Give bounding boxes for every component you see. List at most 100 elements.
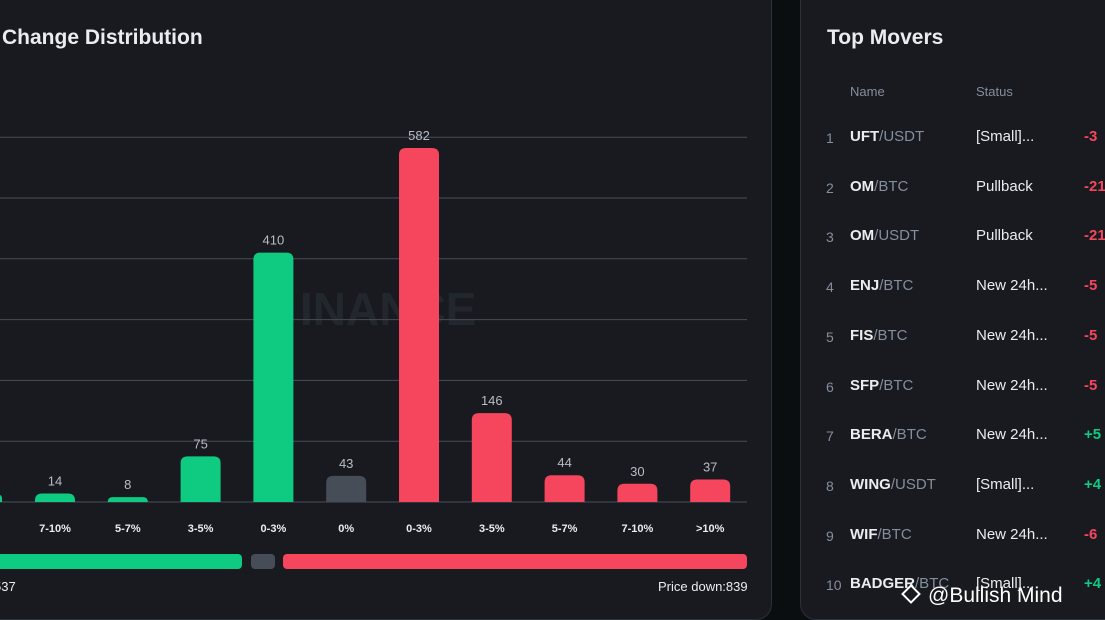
bar-value-label: 582 <box>408 128 430 143</box>
x-tick-label: 0-3% <box>261 523 287 535</box>
mover-change: -6 <box>1084 525 1098 543</box>
chart-bar-down[interactable] <box>399 147 439 502</box>
mover-rank: 9 <box>826 527 834 544</box>
bar-value-label: 30 <box>630 464 644 479</box>
top-mover-row[interactable]: 6 SFP/BTC New 24h... -5 <box>800 377 1105 417</box>
mover-pair[interactable]: ENJ/BTC <box>850 277 913 294</box>
pair-quote: /USDT <box>890 475 936 493</box>
pair-base: FIS <box>850 326 874 344</box>
mover-change: -5 <box>1084 277 1098 295</box>
bar-value-label: 146 <box>481 393 503 408</box>
mover-rank: 10 <box>826 577 842 594</box>
pair-base: OM <box>850 227 875 245</box>
mover-rank: 4 <box>826 279 834 296</box>
mover-rank: 2 <box>826 179 834 196</box>
pair-quote: /BTC <box>879 376 914 394</box>
mover-change: +5 <box>1084 426 1102 444</box>
pair-base: OM <box>850 177 875 195</box>
x-tick-label: 0-3% <box>406 523 432 535</box>
mover-change: -3 <box>1084 128 1098 145</box>
top-mover-row[interactable]: 4 ENJ/BTC New 24h... -5 <box>800 277 1105 317</box>
mover-change: -5 <box>1084 376 1098 394</box>
mover-rank: 8 <box>826 477 834 494</box>
chart-bar-up[interactable] <box>107 497 148 502</box>
x-tick-label: 7-10% <box>622 523 654 535</box>
mover-status: New 24h... <box>976 277 1048 295</box>
mover-rank: 3 <box>826 229 834 246</box>
bar-value-label: 410 <box>263 233 285 248</box>
x-tick-label: 7-10% <box>39 523 71 535</box>
mover-change: +4 <box>1084 575 1102 593</box>
x-tick-label: 0% <box>338 523 354 535</box>
mover-change: +4 <box>1084 475 1102 493</box>
pair-base: BERA <box>850 426 893 444</box>
mover-status: New 24h... <box>976 376 1048 394</box>
pair-quote: /BTC <box>877 525 912 543</box>
mover-change: -21 <box>1084 227 1105 245</box>
mover-status: Pullback <box>976 177 1033 195</box>
pair-base: WING <box>850 475 891 493</box>
name-column-header[interactable]: Name <box>850 84 885 99</box>
pair-quote: /BTC <box>874 177 909 195</box>
mover-pair[interactable]: BERA/BTC <box>850 426 927 443</box>
price-up-summary-bar <box>0 554 242 569</box>
mover-pair[interactable]: SFP/BTC <box>850 377 913 394</box>
change-distribution-chart: INANCE 14 7-10% 8 5-7% 75 3-5% 410 0-3% 43 0% 582 0… <box>0 128 747 535</box>
mover-pair[interactable]: WING/USDT <box>850 476 936 493</box>
pair-base: ENJ <box>850 277 880 295</box>
top-movers-panel <box>800 0 1105 620</box>
chart-bar-flat[interactable] <box>326 475 367 502</box>
x-tick-label: 3-5% <box>188 523 214 535</box>
mover-status: [Small]... <box>976 128 1035 145</box>
price-flat-summary-bar <box>251 554 275 569</box>
top-mover-row[interactable]: 3 OM/USDT Pullback -21 <box>800 227 1105 267</box>
mover-pair[interactable]: OM/USDT <box>850 227 919 244</box>
chart-bar-up[interactable] <box>35 493 75 502</box>
diamond-logo-icon <box>901 584 921 604</box>
binance-watermark: INANCE <box>300 283 476 335</box>
pair-base: WIF <box>850 525 878 543</box>
mover-status: [Small]... <box>976 575 1035 593</box>
chart-bar-down[interactable] <box>690 479 731 502</box>
price-down-count: Price down:839 <box>658 579 748 594</box>
top-mover-row[interactable]: 5 FIS/BTC New 24h... -5 <box>800 327 1105 367</box>
mover-pair[interactable]: OM/BTC <box>850 178 908 195</box>
chart-bar-up[interactable] <box>253 252 294 502</box>
top-mover-row[interactable]: 8 WING/USDT [Small]... +4 <box>800 476 1105 516</box>
chart-bar-partial[interactable] <box>0 495 2 502</box>
mover-rank: 6 <box>826 378 834 395</box>
top-mover-row[interactable]: 10 BADGER/BTC [Small]... +4 <box>800 575 1105 615</box>
bar-value-label: 8 <box>124 477 131 492</box>
top-movers-title: Top Movers <box>827 26 944 49</box>
bar-value-label: 37 <box>703 459 717 474</box>
pair-quote: /USDT <box>874 227 920 245</box>
top-mover-row[interactable]: 1 UFT/USDT [Small]... -3 <box>800 128 1105 168</box>
chart-bar-up[interactable] <box>180 456 221 502</box>
mover-pair[interactable]: WIF/BTC <box>850 526 912 543</box>
chart-bar-down[interactable] <box>544 475 585 502</box>
price-down-summary-bar <box>283 554 747 569</box>
bar-value-label: 75 <box>193 436 207 451</box>
mover-change: -5 <box>1084 326 1098 344</box>
top-mover-row[interactable]: 9 WIF/BTC New 24h... -6 <box>800 526 1105 566</box>
mover-status: Pullback <box>976 227 1033 245</box>
chart-bar-down[interactable] <box>617 483 658 502</box>
mover-pair[interactable]: BADGER/BTC <box>850 575 949 592</box>
chart-bar-down[interactable] <box>471 413 512 502</box>
mover-rank: 5 <box>826 328 834 345</box>
mover-pair[interactable]: FIS/BTC <box>850 327 908 344</box>
x-tick-label: >10% <box>696 523 725 535</box>
mover-rank: 1 <box>826 130 834 146</box>
pair-quote: /BTC <box>892 426 927 444</box>
pair-quote: /USDT <box>879 128 925 145</box>
mover-rank: 7 <box>826 428 834 445</box>
mover-pair[interactable]: UFT/USDT <box>850 128 924 145</box>
mover-status: New 24h... <box>976 525 1048 543</box>
top-mover-row[interactable]: 7 BERA/BTC New 24h... +5 <box>800 426 1105 466</box>
bar-value-label: 14 <box>48 473 62 488</box>
mover-status: New 24h... <box>976 326 1048 344</box>
bar-value-label: 43 <box>339 456 353 471</box>
top-mover-row[interactable]: 2 OM/BTC Pullback -21 <box>800 178 1105 218</box>
x-tick-label: 5-7% <box>552 523 578 535</box>
status-column-header[interactable]: Status <box>976 84 1013 99</box>
